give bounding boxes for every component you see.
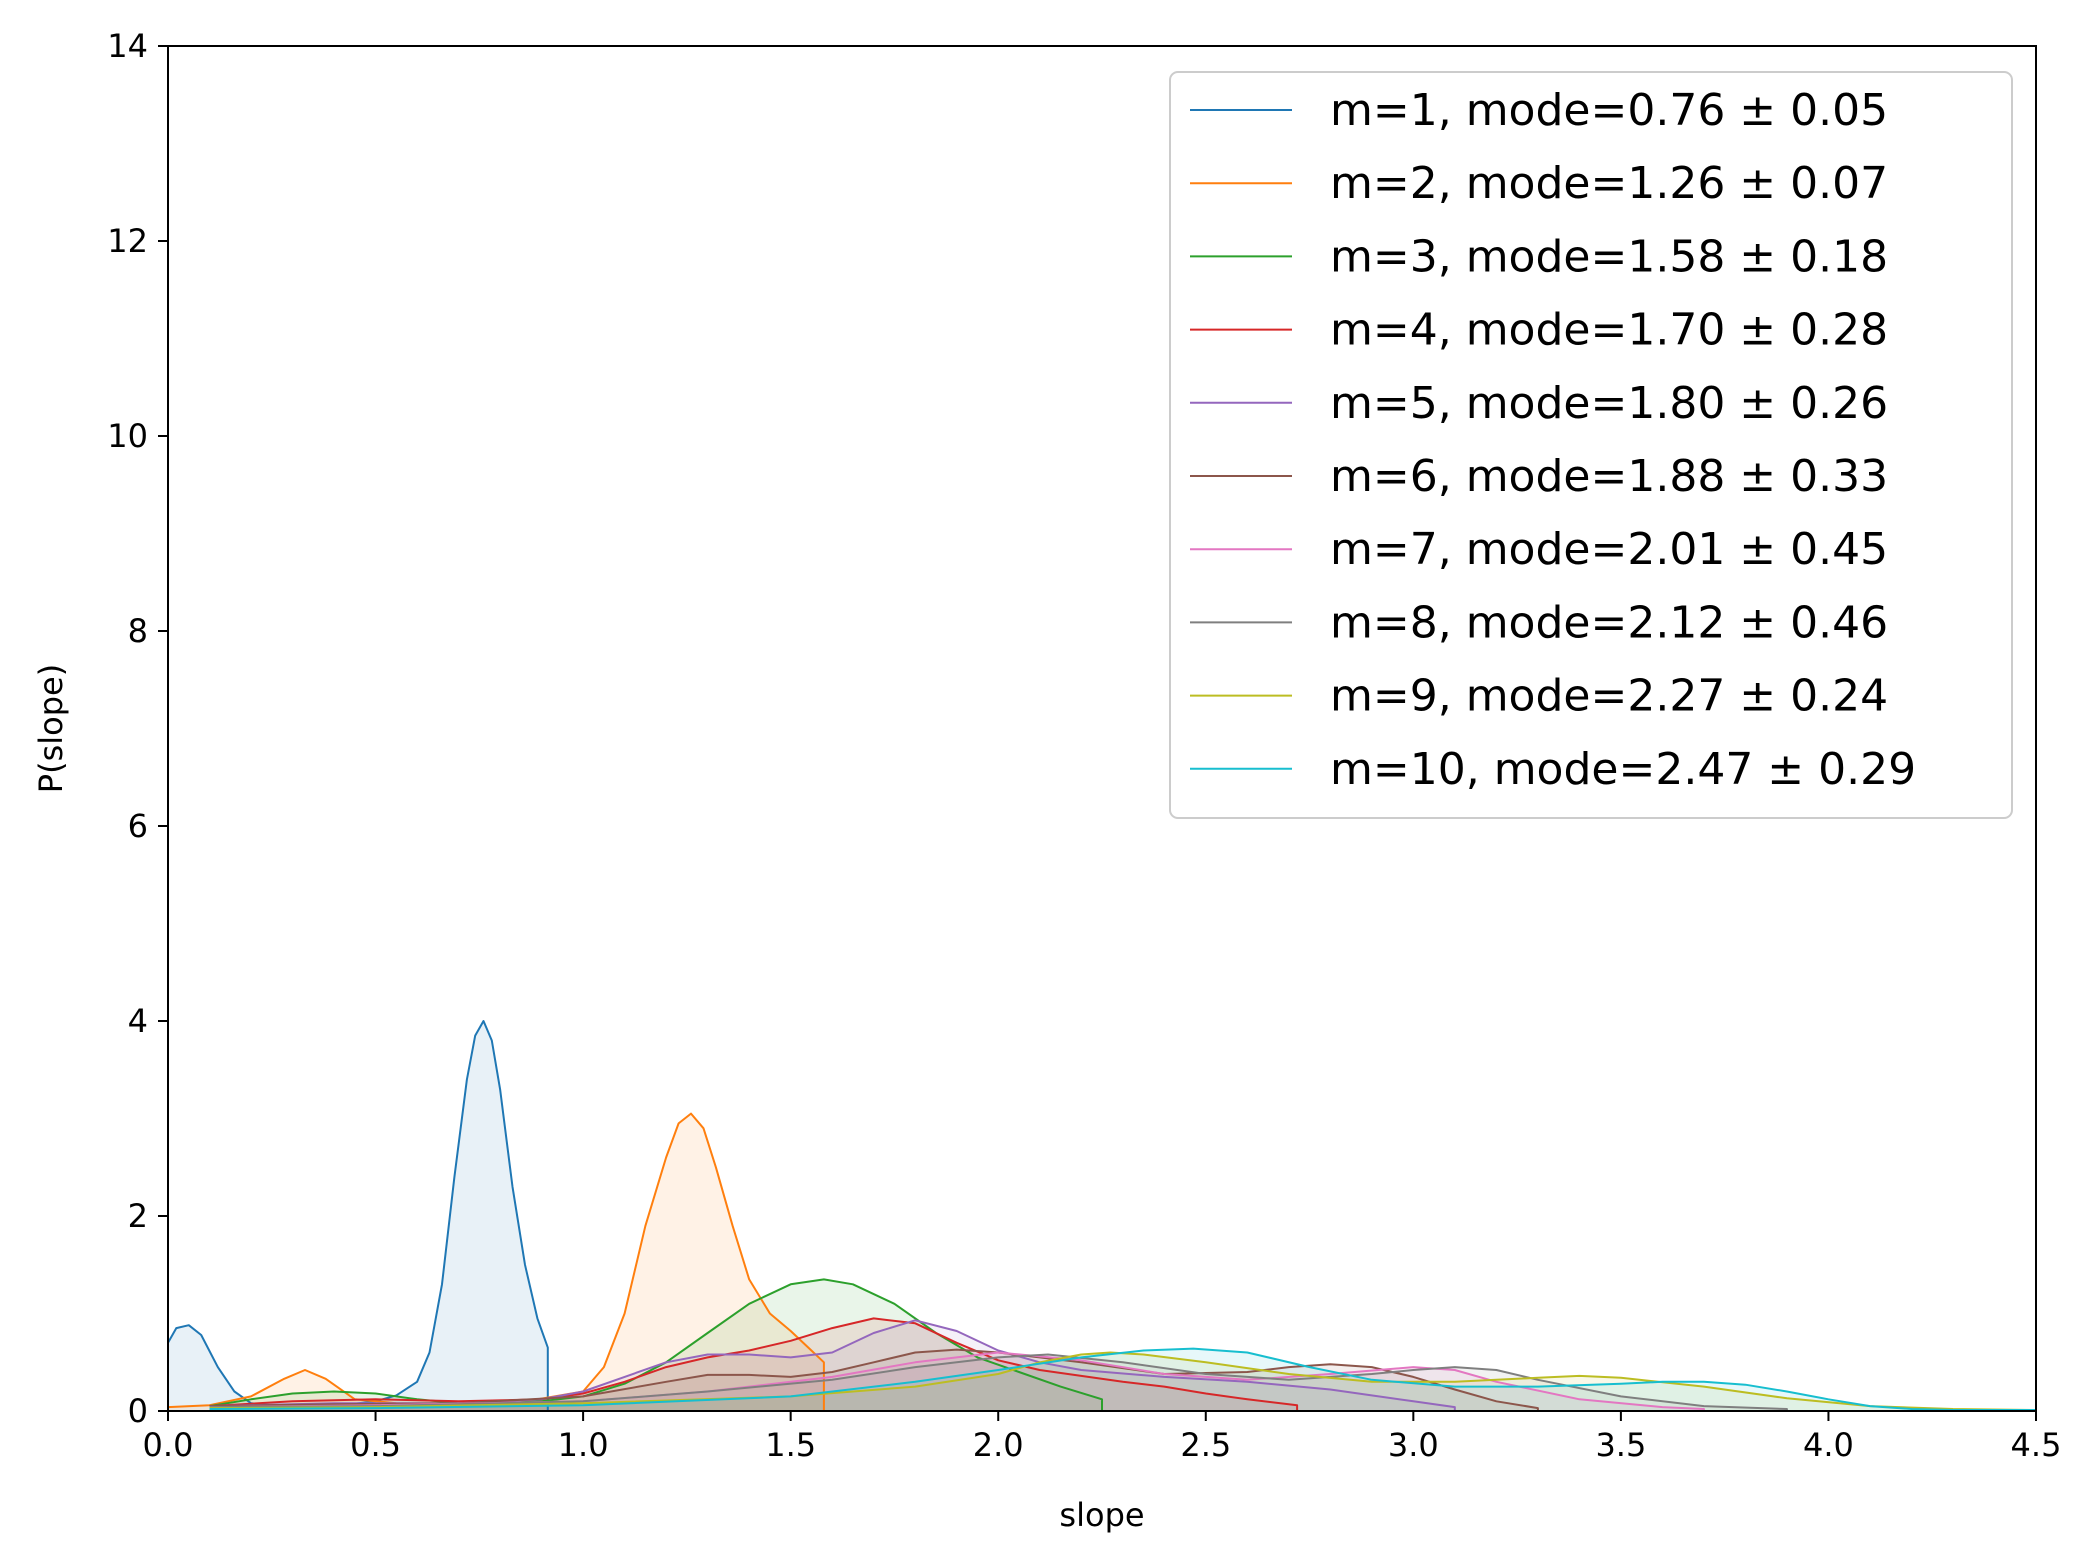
series-line-6 bbox=[209, 1348, 1539, 1411]
legend-entry-label: m=6, mode=1.88 ± 0.33 bbox=[1330, 451, 1888, 502]
series-line-1 bbox=[168, 1020, 549, 1411]
y-tick-label: 12 bbox=[107, 222, 148, 260]
series-area-10 bbox=[209, 1348, 2036, 1411]
series-line-8 bbox=[209, 1353, 1788, 1411]
x-tick-label: 0.5 bbox=[350, 1426, 401, 1464]
y-tick-label: 10 bbox=[107, 417, 148, 455]
legend-entry-label: m=5, mode=1.80 ± 0.26 bbox=[1330, 378, 1888, 429]
series-area-5 bbox=[209, 1320, 1455, 1411]
x-tick-label: 2.5 bbox=[1180, 1426, 1231, 1464]
series-area-1 bbox=[168, 1021, 548, 1411]
x-tick-label: 1.0 bbox=[558, 1426, 609, 1464]
series-line-5 bbox=[209, 1319, 1456, 1411]
series-area-6 bbox=[209, 1349, 1538, 1411]
series-fills bbox=[168, 1021, 2036, 1411]
x-tick-label: 4.0 bbox=[1803, 1426, 1854, 1464]
x-tick-label: 2.0 bbox=[973, 1426, 1024, 1464]
x-tick-label: 1.5 bbox=[765, 1426, 816, 1464]
y-tick-label: 0 bbox=[128, 1392, 148, 1430]
series-lines bbox=[168, 1020, 2036, 1411]
legend-entry-label: m=1, mode=0.76 ± 0.05 bbox=[1330, 85, 1888, 136]
legend-entry-label: m=10, mode=2.47 ± 0.29 bbox=[1330, 744, 1916, 795]
series-area-2 bbox=[168, 1113, 824, 1411]
x-tick-label: 4.5 bbox=[2011, 1426, 2062, 1464]
legend-box bbox=[1169, 71, 2013, 819]
y-tick-label: 14 bbox=[107, 27, 148, 65]
x-tick-label: 0.0 bbox=[143, 1426, 194, 1464]
y-axis-label: P(slope) bbox=[32, 664, 70, 793]
legend-entry-label: m=7, mode=2.01 ± 0.45 bbox=[1330, 524, 1888, 575]
series-area-3 bbox=[209, 1279, 1102, 1411]
legend: m=1, mode=0.76 ± 0.05 m=2, mode=1.26 ± 0.… bbox=[1169, 71, 2013, 819]
y-tick-label: 4 bbox=[128, 1002, 148, 1040]
x-axis-label: slope bbox=[1059, 1496, 1144, 1534]
series-area-8 bbox=[209, 1354, 1787, 1411]
series-area-7 bbox=[209, 1352, 1704, 1411]
legend-entry-label: m=4, mode=1.70 ± 0.28 bbox=[1330, 305, 1888, 356]
series-line-2 bbox=[168, 1112, 825, 1411]
legend-entry-label: m=2, mode=1.26 ± 0.07 bbox=[1330, 158, 1888, 209]
axes-frame bbox=[167, 45, 2037, 1412]
series-area-4 bbox=[209, 1318, 1298, 1411]
series-line-10 bbox=[209, 1347, 2036, 1411]
y-tick-label: 2 bbox=[128, 1197, 148, 1235]
y-tick-label: 6 bbox=[128, 807, 148, 845]
series-line-9 bbox=[209, 1351, 2036, 1411]
legend-entry-label: m=9, mode=2.27 ± 0.24 bbox=[1330, 671, 1888, 722]
x-tick-label: 3.0 bbox=[1388, 1426, 1439, 1464]
plot-area bbox=[168, 1020, 2036, 1411]
legend-entry-label: m=3, mode=1.58 ± 0.18 bbox=[1330, 231, 1888, 282]
y-tick-label: 8 bbox=[128, 612, 148, 650]
x-tick-label: 3.5 bbox=[1595, 1426, 1646, 1464]
legend-entry-label: m=8, mode=2.12 ± 0.46 bbox=[1330, 597, 1888, 648]
y-axis: 0 2 4 6 8 10 12 14 bbox=[107, 27, 168, 1430]
x-axis: 0.0 0.5 1.0 1.5 2.0 2.5 3.0 3.5 4.0 4.5 bbox=[143, 1411, 2062, 1464]
